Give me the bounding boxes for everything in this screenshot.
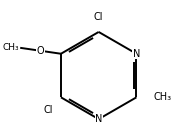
Text: Cl: Cl	[94, 12, 104, 22]
Text: CH₃: CH₃	[2, 43, 19, 52]
Text: O: O	[37, 46, 44, 56]
Text: N: N	[95, 114, 102, 124]
Text: CH₃: CH₃	[154, 92, 172, 102]
Text: N: N	[133, 49, 140, 59]
Text: Cl: Cl	[43, 105, 53, 115]
